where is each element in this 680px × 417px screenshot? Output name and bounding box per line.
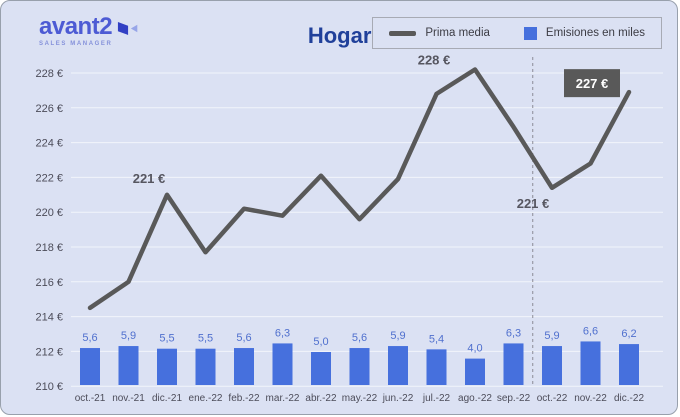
- y-axis-tick: 220 €: [35, 207, 63, 219]
- bar-value-label: 5,6: [236, 332, 251, 344]
- emissions-bar: [503, 343, 524, 385]
- y-axis-tick: 214 €: [35, 312, 63, 324]
- x-axis-label: ene.-22: [189, 393, 223, 404]
- x-axis-label: oct.-21: [75, 393, 106, 404]
- x-axis-label: nov.-21: [112, 393, 145, 404]
- y-axis-tick: 212 €: [35, 346, 63, 358]
- bar-value-label: 6,3: [506, 327, 521, 339]
- emissions-bar: [157, 348, 177, 385]
- bar-value-label: 6,3: [275, 327, 290, 339]
- x-axis-label: jun.-22: [382, 393, 414, 404]
- legend-label-emisiones: Emisiones en miles: [545, 27, 645, 39]
- legend-label-prima-media: Prima media: [425, 27, 490, 39]
- y-axis-tick: 226 €: [35, 103, 63, 115]
- prima-media-line: [87, 67, 632, 311]
- line-swatch-icon: [389, 30, 417, 36]
- bar-value-label: 5,5: [159, 333, 174, 345]
- emissions-bar: [272, 343, 293, 385]
- x-axis-label: abr.-22: [305, 393, 337, 404]
- line-annotation: 227 €: [576, 76, 609, 91]
- emissions-bar: [349, 348, 370, 385]
- y-axis-tick: 222 €: [35, 172, 63, 184]
- x-axis-label: nov.-22: [574, 393, 607, 404]
- bar-value-label: 5,4: [429, 333, 444, 345]
- logo-subtext: SALES MANAGER: [39, 41, 113, 47]
- annotation-box: [564, 69, 620, 98]
- line-annotation: 228 €: [418, 53, 451, 68]
- emissions-bar: [426, 349, 447, 385]
- y-axis-tick: 216 €: [35, 277, 63, 289]
- bar-value-label: 5,9: [390, 330, 405, 342]
- x-axis-label: ago.-22: [458, 393, 492, 404]
- line-annotation: 221 €: [517, 196, 550, 211]
- y-axis-tick: 210 €: [35, 381, 63, 393]
- bar-value-label: 5,9: [544, 330, 559, 342]
- emissions-bar: [195, 348, 216, 385]
- emissions-bar: [580, 341, 601, 385]
- emissions-bar: [118, 346, 139, 385]
- legend-item-prima-media: Prima media: [389, 27, 490, 39]
- y-axis-tick: 218 €: [35, 242, 63, 254]
- x-axis-label: may.-22: [342, 393, 378, 404]
- bar-value-label: 5,9: [121, 330, 136, 342]
- emissions-bar: [311, 352, 331, 385]
- line-annotation: 221 €: [133, 171, 166, 186]
- x-axis-label: oct.-22: [537, 393, 568, 404]
- legend-item-emisiones: Emisiones en miles: [523, 26, 645, 40]
- y-axis-tick: 224 €: [35, 138, 63, 150]
- x-axis-label: dic.-21: [152, 393, 182, 404]
- bar-swatch-icon: [523, 26, 537, 40]
- emissions-bar: [619, 344, 639, 385]
- bar-value-label: 4,0: [467, 343, 482, 355]
- logo-text: avant2: [39, 13, 113, 40]
- legend: Prima media Emisiones en miles: [372, 17, 662, 49]
- emissions-bar: [542, 346, 562, 385]
- bar-value-label: 6,2: [621, 328, 636, 340]
- x-axis-label: sep.-22: [497, 393, 531, 404]
- x-axis-label: feb.-22: [228, 393, 260, 404]
- emissions-bar: [465, 358, 485, 385]
- x-axis-label: mar.-22: [266, 393, 300, 404]
- bar-value-label: 5,0: [313, 336, 328, 348]
- bar-value-label: 5,6: [352, 332, 367, 344]
- x-axis-label: dic.-22: [614, 393, 644, 404]
- emissions-bar: [388, 346, 408, 385]
- bar-value-label: 6,6: [583, 325, 598, 337]
- emissions-bar: [234, 348, 254, 385]
- chart-title: Hogar: [307, 23, 372, 48]
- x-axis-label: jul.-22: [422, 393, 451, 404]
- bar-value-label: 5,6: [82, 332, 97, 344]
- bar-value-label: 5,5: [198, 333, 213, 345]
- y-axis-tick: 228 €: [35, 68, 63, 80]
- emissions-bar: [80, 348, 100, 385]
- logo-mark-icon: [117, 21, 138, 35]
- avant2-logo: avant2 SALES MANAGER: [39, 15, 141, 47]
